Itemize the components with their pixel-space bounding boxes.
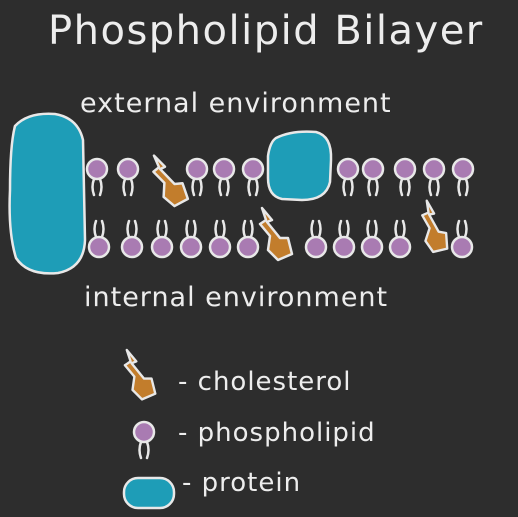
cholesterol-1 [152, 154, 190, 208]
phospholipid-top-0 [85, 157, 109, 197]
legend-protein-label: - protein [182, 468, 302, 498]
legend-cholesterol-icon [123, 348, 157, 401]
phospholipid-bottom-2 [150, 219, 174, 259]
transmembrane-protein [8, 112, 87, 275]
phospholipid-top-8 [422, 157, 446, 197]
phospholipid-top-3 [212, 157, 236, 197]
phospholipid-top-5 [336, 157, 360, 197]
phospholipid-top-9 [451, 157, 475, 197]
diagram-title: Phospholipid Bilayer [48, 8, 484, 54]
phospholipid-bottom-5 [236, 219, 260, 259]
phospholipid-top-2 [185, 157, 209, 197]
phospholipid-bottom-10 [450, 219, 474, 259]
legend-cholesterol-label: - cholesterol [178, 367, 352, 397]
phospholipid-top-7 [393, 157, 417, 197]
legend-phospholipid-label: - phospholipid [178, 418, 376, 448]
phospholipid-bottom-0 [87, 219, 111, 259]
cholesterol-3 [421, 199, 449, 254]
phospholipid-bottom-3 [179, 219, 203, 259]
phospholipid-bottom-8 [360, 219, 384, 259]
phospholipid-bottom-9 [388, 219, 412, 259]
internal-environment-label: internal environment [84, 282, 389, 313]
legend-protein-icon [122, 476, 176, 510]
phospholipid-bottom-4 [208, 219, 232, 259]
phospholipid-top-1 [116, 157, 140, 197]
phospholipid-bottom-1 [120, 219, 144, 259]
external-environment-label: external environment [80, 88, 392, 119]
legend-phospholipid-icon [132, 420, 156, 460]
phospholipid-top-6 [361, 157, 385, 197]
phospholipid-top-4 [241, 157, 265, 197]
phospholipid-bottom-6 [304, 219, 328, 259]
phospholipid-bottom-7 [332, 219, 356, 259]
peripheral-protein [266, 130, 333, 202]
cholesterol-2 [258, 206, 294, 262]
